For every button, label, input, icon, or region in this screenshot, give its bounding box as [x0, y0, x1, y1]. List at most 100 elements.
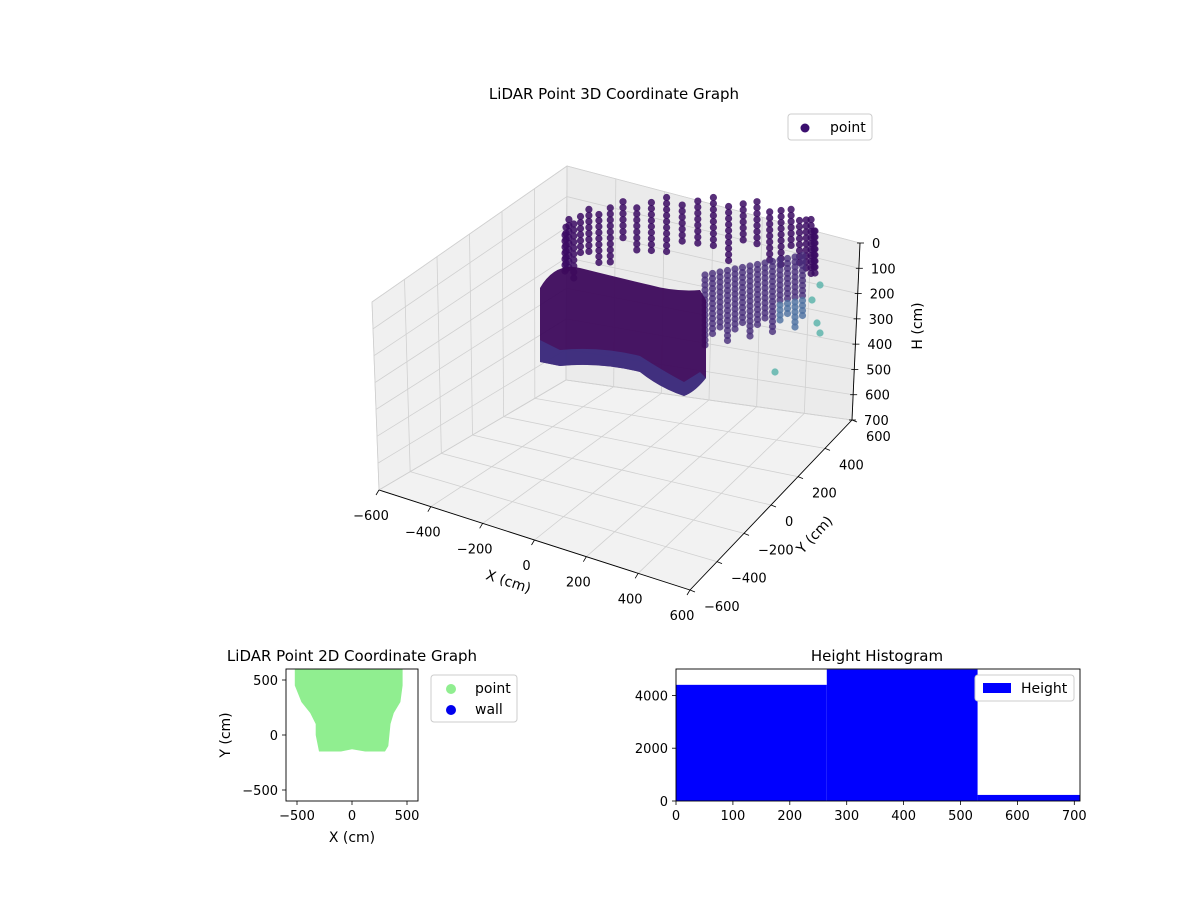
point-marker-3d: [777, 236, 785, 245]
point-marker-3d: [585, 223, 593, 231]
point-marker-3d: [738, 313, 747, 322]
point-marker-3d: [725, 250, 733, 259]
point-marker-3d: [787, 223, 795, 231]
point-marker-3d: [725, 226, 733, 235]
point-marker-3d: [678, 207, 686, 215]
x-tick-3d: [375, 489, 380, 496]
point-marker-3d: [731, 290, 739, 298]
point-marker-3d: [708, 279, 717, 288]
point-marker-3d: [725, 238, 733, 247]
point-marker-3d: [753, 234, 761, 242]
y-tick-3d: [797, 476, 804, 480]
point-marker-3d: [798, 281, 807, 290]
y-tick-label-3d: 0: [785, 515, 793, 530]
point-marker-3d: [731, 300, 739, 308]
point-marker-3d: [606, 258, 614, 266]
point-marker-3d: [798, 306, 807, 315]
point-marker-3d: [746, 297, 754, 305]
point-marker-3d: [739, 218, 747, 226]
point-marker-3d: [709, 211, 718, 220]
point-marker-3d: [585, 235, 593, 243]
y-tick-label-3d: 600: [866, 430, 891, 445]
point-marker-3d: [585, 247, 593, 255]
front-wall-base: [540, 340, 706, 396]
grid-line: [566, 226, 858, 294]
point-marker-3d: [777, 206, 785, 215]
point-marker-3d: [694, 209, 702, 217]
point-marker-3d: [761, 289, 769, 297]
point-marker-3d: [731, 325, 739, 333]
histogram-title: Height Histogram: [811, 647, 943, 665]
x-tick-label-3d: 400: [618, 592, 643, 607]
point-marker-3d: [776, 306, 784, 314]
y-tick-label-histogram: 2000: [635, 742, 668, 757]
point-marker-3d: [776, 261, 784, 269]
point-marker-3d: [768, 317, 777, 326]
points-3d: [540, 193, 824, 396]
point-marker-3d: [798, 261, 807, 270]
point-marker-3d: [761, 274, 769, 282]
x-tick-label-3d: 0: [522, 559, 530, 574]
point-marker-3d: [738, 303, 747, 312]
y-tick-label-2d: 500: [253, 674, 278, 689]
point-marker-3d: [723, 316, 732, 325]
grid-line: [404, 279, 411, 472]
legend-3d-frame: [787, 113, 873, 141]
point-marker-3d: [811, 269, 819, 277]
point-marker-3d: [723, 291, 732, 300]
point-marker-3d: [746, 282, 754, 290]
point-marker-3d: [585, 217, 593, 225]
point-marker-3d: [576, 230, 585, 239]
point-marker-3d: [708, 299, 717, 308]
point-marker-3d: [798, 276, 807, 285]
point-marker-3d: [678, 225, 686, 233]
point-marker-3d: [731, 295, 739, 303]
point-marker-3d: [761, 279, 769, 287]
point-marker-3d: [716, 318, 724, 326]
point-marker-3d: [746, 302, 754, 310]
y-tick-label-2d: −500: [242, 784, 278, 799]
point-marker-3d: [716, 293, 724, 301]
point-marker-3d: [723, 301, 732, 310]
point-marker-3d: [570, 250, 578, 258]
point-marker-3d: [777, 212, 785, 221]
point-marker-3d: [701, 286, 709, 294]
point-marker-3d: [723, 266, 732, 275]
point-marker-3d: [633, 222, 641, 230]
point-marker-3d: [791, 293, 799, 301]
point-marker-3d: [716, 323, 724, 331]
point-marker-3d: [791, 313, 799, 321]
point-marker-3d: [708, 329, 717, 338]
point-marker-3d: [746, 272, 754, 280]
point-marker-3d: [633, 210, 641, 218]
point-marker-3d: [761, 259, 769, 267]
y-tick-3d: [689, 589, 696, 593]
point-marker-3d: [753, 295, 762, 304]
z-tick-label-3d: 600: [865, 389, 890, 404]
point-marker-3d: [647, 246, 656, 255]
point-marker-3d: [678, 213, 686, 221]
z-tick-label-3d: 300: [869, 313, 894, 328]
point-marker-3d: [647, 234, 656, 243]
point-marker-3d: [723, 321, 732, 330]
point-marker-3d: [739, 200, 747, 208]
point-marker-3d: [709, 217, 718, 226]
point-marker-3d: [595, 258, 603, 267]
point-marker-3d: [716, 303, 724, 311]
point-marker-3d: [738, 278, 747, 287]
x-tick-3d: [634, 573, 639, 579]
point-marker-3d: [678, 201, 686, 209]
point-marker-3d: [761, 264, 769, 272]
point-marker-3d: [633, 240, 641, 248]
point-marker-3d: [776, 281, 784, 289]
y-tick-label-3d: −600: [704, 600, 740, 615]
point-marker-3d: [647, 204, 656, 213]
point-marker-3d: [585, 229, 593, 237]
y-axis-label-2d: Y (cm): [218, 712, 234, 758]
point-marker-3d: [663, 247, 671, 256]
point-marker-3d: [795, 228, 804, 237]
point-marker-3d: [725, 220, 733, 229]
point-marker-3d: [647, 228, 656, 237]
grid-line: [371, 301, 380, 491]
point-marker-3d: [777, 224, 785, 233]
